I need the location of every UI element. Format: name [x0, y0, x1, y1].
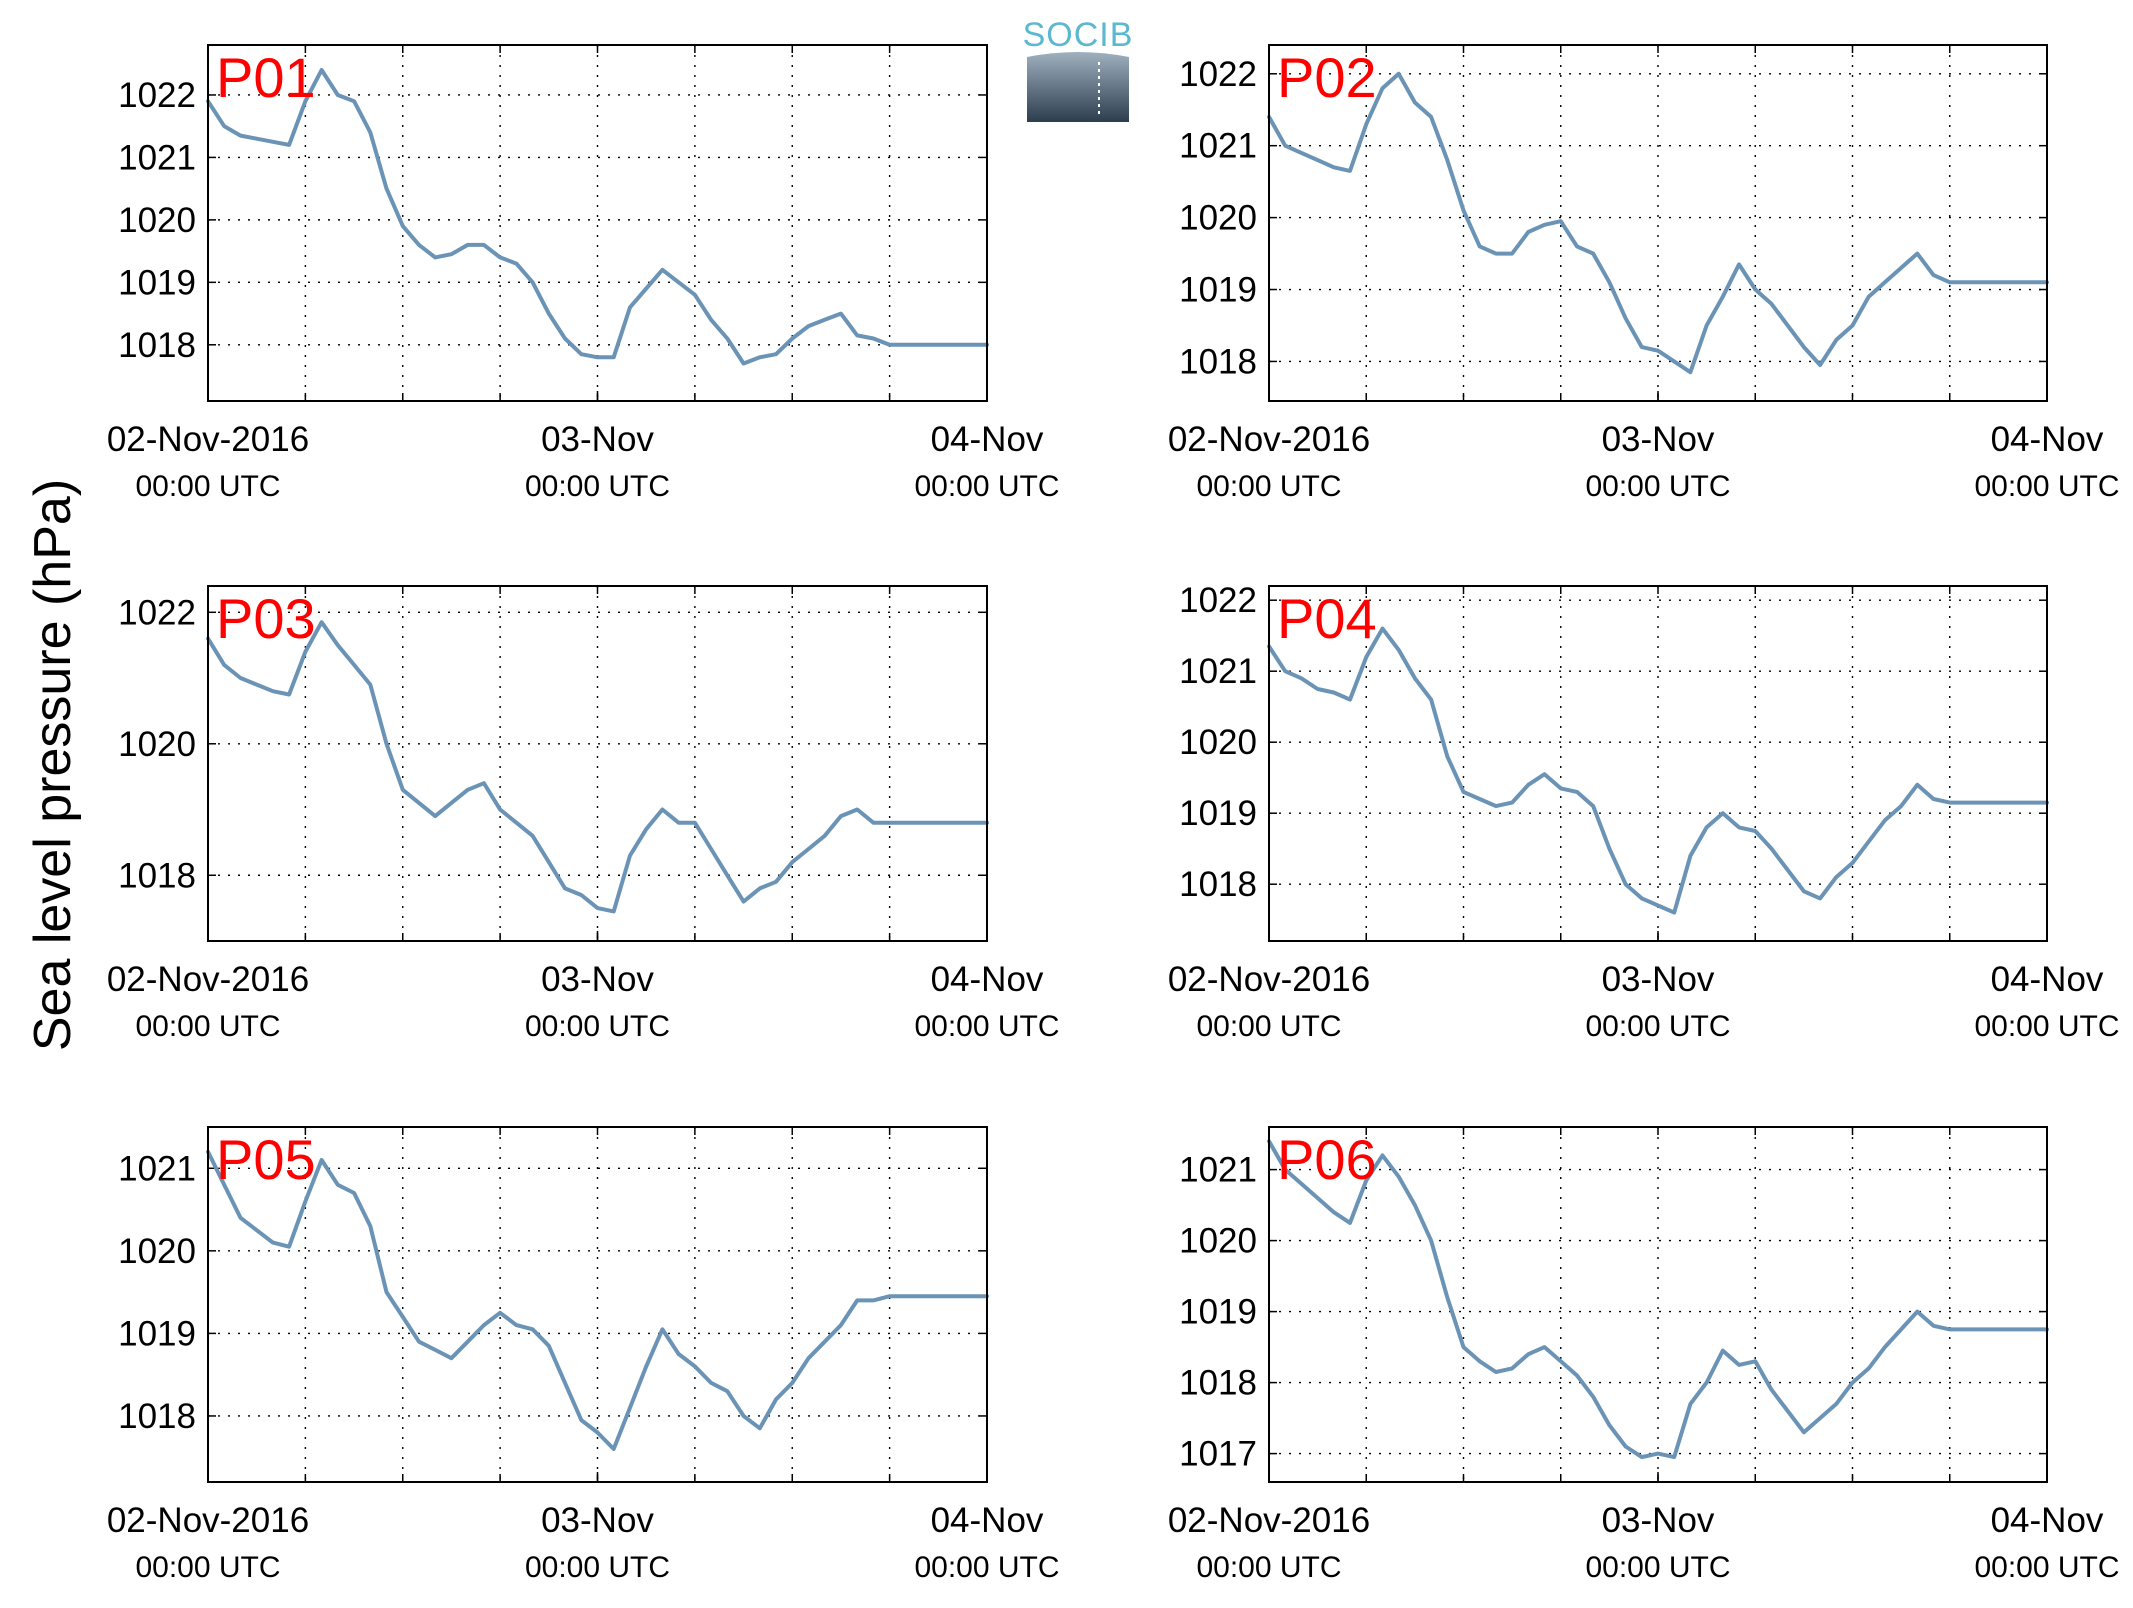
x-tick-sublabel: 00:00 UTC	[914, 470, 1059, 503]
x-tick-label: 02-Nov-2016	[1168, 420, 1370, 459]
y-tick-label: 1019	[118, 263, 196, 302]
x-tick-label: 03-Nov	[541, 1501, 654, 1540]
y-tick-label: 1020	[118, 725, 196, 764]
x-tick-sublabel: 00:00 UTC	[135, 1010, 280, 1043]
panels: 1018 1019 1020 1021 1022 02-Nov-2016 00:00 UTC…	[107, 44, 2120, 1584]
x-tick-label: 03-Nov	[1602, 960, 1715, 999]
y-tick-label: 1019	[1179, 794, 1257, 833]
y-tick-label: 1018	[1179, 1364, 1257, 1403]
panel-label: P04	[1277, 587, 1377, 650]
series-line	[1267, 1139, 2049, 1460]
x-tick-sublabel: 00:00 UTC	[1974, 1551, 2119, 1584]
chart-panel-p02: 1018 1019 1020 1021 1022 02-Nov-2016 00:00 UTC…	[1168, 44, 2120, 503]
x-tick-label: 02-Nov-2016	[1168, 960, 1370, 999]
chart-panel-p01: 1018 1019 1020 1021 1022 02-Nov-2016 00:00 UTC…	[107, 44, 1060, 503]
y-tick-label: 1022	[118, 593, 196, 632]
x-tick-sublabel: 00:00 UTC	[1585, 470, 1730, 503]
x-tick-label: 03-Nov	[541, 960, 654, 999]
y-tick-label: 1021	[1179, 1151, 1257, 1190]
y-tick-label: 1022	[118, 76, 196, 115]
chart-panel-p06: 1017 1018 1019 1020 1021 02-Nov-2016 00:00 UTC…	[1168, 1126, 2120, 1584]
x-tick-sublabel: 00:00 UTC	[1974, 1010, 2119, 1043]
socib-logo: SOCIB	[1023, 16, 1134, 122]
x-tick-sublabel: 00:00 UTC	[135, 470, 280, 503]
x-tick-label: 02-Nov-2016	[107, 960, 309, 999]
x-tick-sublabel: 00:00 UTC	[525, 1551, 670, 1584]
y-tick-label: 1019	[1179, 271, 1257, 310]
x-tick-sublabel: 00:00 UTC	[1196, 1551, 1341, 1584]
series-line	[206, 68, 989, 366]
panel-label: P06	[1277, 1128, 1377, 1191]
y-tick-label: 1020	[1179, 199, 1257, 238]
x-tick-label: 03-Nov	[541, 420, 654, 459]
chart-panel-p05: 1018 1019 1020 1021 02-Nov-2016 00:00 UTC 03-N…	[107, 1126, 1060, 1584]
x-tick-sublabel: 00:00 UTC	[525, 470, 670, 503]
y-tick-label: 1018	[1179, 342, 1257, 381]
x-tick-sublabel: 00:00 UTC	[1196, 470, 1341, 503]
series-line	[1267, 71, 2049, 375]
y-tick-label: 1018	[118, 1397, 196, 1436]
logo-text: SOCIB	[1023, 16, 1134, 54]
panel-label: P05	[216, 1128, 316, 1191]
x-tick-label: 02-Nov-2016	[1168, 1501, 1370, 1540]
panel-label: P02	[1277, 46, 1377, 109]
x-tick-label: 03-Nov	[1602, 1501, 1715, 1540]
x-tick-sublabel: 00:00 UTC	[1585, 1551, 1730, 1584]
series-line	[206, 620, 989, 914]
x-tick-label: 04-Nov	[931, 1501, 1044, 1540]
x-tick-sublabel: 00:00 UTC	[1585, 1010, 1730, 1043]
panel-label: P01	[216, 46, 316, 109]
x-tick-sublabel: 00:00 UTC	[914, 1551, 1059, 1584]
y-tick-label: 1018	[118, 856, 196, 895]
x-tick-sublabel: 00:00 UTC	[1974, 470, 2119, 503]
y-tick-label: 1017	[1179, 1435, 1257, 1474]
x-tick-sublabel: 00:00 UTC	[135, 1551, 280, 1584]
x-tick-label: 02-Nov-2016	[107, 1501, 309, 1540]
y-tick-label: 1019	[118, 1314, 196, 1353]
x-tick-label: 04-Nov	[931, 960, 1044, 999]
x-tick-label: 04-Nov	[1991, 960, 2104, 999]
x-tick-label: 04-Nov	[1991, 420, 2104, 459]
chart-panel-p04: 1018 1019 1020 1021 1022 02-Nov-2016 00:00 UTC…	[1168, 581, 2120, 1043]
y-tick-label: 1018	[1179, 865, 1257, 904]
x-tick-label: 04-Nov	[1991, 1501, 2104, 1540]
y-tick-label: 1021	[118, 138, 196, 177]
y-tick-label: 1022	[1179, 55, 1257, 94]
x-tick-label: 03-Nov	[1602, 420, 1715, 459]
y-tick-label: 1020	[1179, 723, 1257, 762]
y-tick-label: 1021	[1179, 652, 1257, 691]
y-tick-label: 1021	[118, 1149, 196, 1188]
x-tick-label: 04-Nov	[931, 420, 1044, 459]
y-tick-label: 1020	[118, 201, 196, 240]
series-line	[1267, 626, 2049, 915]
x-tick-sublabel: 00:00 UTC	[914, 1010, 1059, 1043]
panel-label: P03	[216, 587, 316, 650]
y-tick-label: 1018	[118, 326, 196, 365]
y-tick-label: 1019	[1179, 1293, 1257, 1332]
y-tick-label: 1020	[1179, 1222, 1257, 1261]
chart-panel-p03: 1018 1020 1022 02-Nov-2016 00:00 UTC 03-Nov 00…	[107, 585, 1060, 1043]
y-tick-label: 1020	[118, 1232, 196, 1271]
y-tick-label: 1021	[1179, 127, 1257, 166]
x-tick-sublabel: 00:00 UTC	[525, 1010, 670, 1043]
y-tick-label: 1022	[1179, 581, 1257, 620]
series-line	[206, 1149, 989, 1451]
x-tick-label: 02-Nov-2016	[107, 420, 309, 459]
y-axis-label: Sea level pressure (hPa)	[24, 479, 82, 1051]
logo-wave-icon	[1027, 52, 1129, 122]
x-tick-sublabel: 00:00 UTC	[1196, 1010, 1341, 1043]
